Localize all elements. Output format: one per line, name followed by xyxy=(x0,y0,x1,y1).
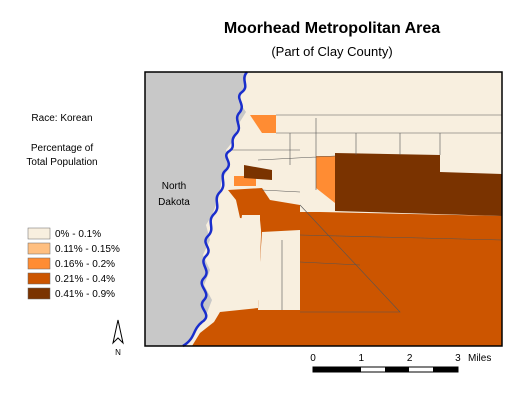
legend-heading: Race: Korean xyxy=(31,113,92,124)
district xyxy=(335,153,502,216)
district xyxy=(236,215,260,302)
scale-label: 0 xyxy=(310,353,316,364)
legend-label: 0.16% - 0.2% xyxy=(55,259,115,270)
scale-label: 2 xyxy=(407,353,413,364)
legend-subheading: Percentage of xyxy=(31,143,93,154)
legend: 0% - 0.1% 0.11% - 0.15% 0.16% - 0.2% 0.21% … xyxy=(27,227,120,300)
scale-segment xyxy=(433,367,458,372)
map-frame xyxy=(144,71,503,347)
scale-bar: 0 1 2 3 Miles xyxy=(310,353,491,373)
legend-swatch xyxy=(27,287,51,300)
scale-segment xyxy=(313,367,361,372)
state-label: North xyxy=(162,181,186,192)
district xyxy=(244,165,272,180)
district xyxy=(316,156,335,203)
north-dakota xyxy=(145,72,247,346)
legend-swatch xyxy=(27,227,51,240)
north-arrow: N xyxy=(112,319,124,357)
state-label: Dakota xyxy=(158,197,190,208)
legend-label: 0.11% - 0.15% xyxy=(55,244,120,255)
legend-label: 0% - 0.1% xyxy=(55,229,101,240)
map: North Dakota xyxy=(144,71,503,348)
scale-segment xyxy=(385,367,409,372)
district xyxy=(250,115,276,133)
legend-subheading: Total Population xyxy=(26,157,97,168)
subtitle: (Part of Clay County) xyxy=(271,44,392,59)
legend-swatch xyxy=(27,257,51,270)
district xyxy=(234,176,256,186)
legend-label: 0.41% - 0.9% xyxy=(55,289,115,300)
scale-label: 1 xyxy=(359,353,365,364)
north-label: N xyxy=(115,348,121,357)
title: Moorhead Metropolitan Area xyxy=(224,20,440,37)
district xyxy=(258,230,300,310)
district xyxy=(228,188,300,245)
boundaries xyxy=(230,114,503,313)
scale-unit: Miles xyxy=(468,353,491,364)
legend-swatch xyxy=(27,272,51,285)
arrow xyxy=(112,319,124,345)
scale-label: 3 xyxy=(455,353,461,364)
legend-swatch xyxy=(27,242,51,255)
scale-labels: 0 1 2 3 xyxy=(310,353,461,364)
red-river xyxy=(182,71,249,348)
legend-label: 0.21% - 0.4% xyxy=(55,274,115,285)
